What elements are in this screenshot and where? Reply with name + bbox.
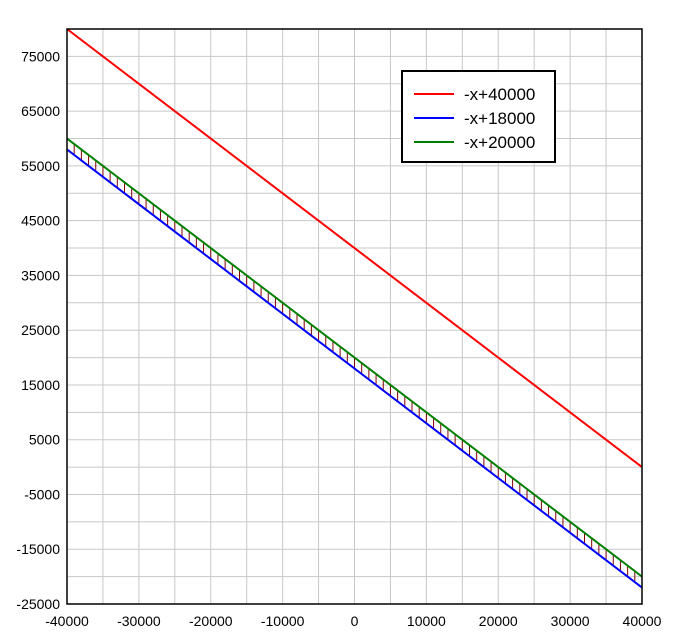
y-tick-label: 35000 bbox=[21, 267, 60, 283]
x-axis: -40000 -30000 -20000 -10000 0 10000 20000 30000… bbox=[45, 613, 661, 629]
y-tick-label: 45000 bbox=[21, 213, 60, 229]
x-tick-label: 0 bbox=[351, 613, 359, 629]
x-tick-label: -10000 bbox=[261, 613, 305, 629]
series-line bbox=[66, 148, 643, 589]
y-tick-label: -25000 bbox=[16, 596, 60, 612]
plot-frame bbox=[66, 28, 643, 605]
x-tick-label: -20000 bbox=[189, 613, 233, 629]
y-tick-label: -15000 bbox=[16, 541, 60, 557]
series-line bbox=[66, 137, 643, 578]
legend-box bbox=[401, 70, 556, 163]
y-tick-label: -5000 bbox=[24, 486, 60, 502]
x-tick-label: 40000 bbox=[623, 613, 662, 629]
x-tick-label: 30000 bbox=[551, 613, 590, 629]
y-tick-label: 25000 bbox=[21, 322, 60, 338]
y-tick-label: 55000 bbox=[21, 158, 60, 174]
y-tick-label: 5000 bbox=[29, 432, 60, 448]
legend-label: -x+40000 bbox=[464, 85, 535, 104]
y-tick-label: 15000 bbox=[21, 377, 60, 393]
legend-label: -x+18000 bbox=[464, 109, 535, 128]
x-tick-label: -30000 bbox=[117, 613, 161, 629]
series-lines bbox=[66, 28, 643, 589]
legend: -x+40000 -x+18000 -x+20000 bbox=[401, 70, 556, 163]
x-tick-label: 10000 bbox=[407, 613, 446, 629]
x-tick-label: 20000 bbox=[479, 613, 518, 629]
y-tick-label: 75000 bbox=[21, 48, 60, 64]
y-tick-label: 65000 bbox=[21, 103, 60, 119]
y-axis: -25000 -15000 -5000 5000 15000 25000 35000 4500… bbox=[16, 48, 60, 612]
legend-label: -x+20000 bbox=[464, 133, 535, 152]
x-tick-label: -40000 bbox=[45, 613, 89, 629]
series-line bbox=[66, 28, 643, 468]
